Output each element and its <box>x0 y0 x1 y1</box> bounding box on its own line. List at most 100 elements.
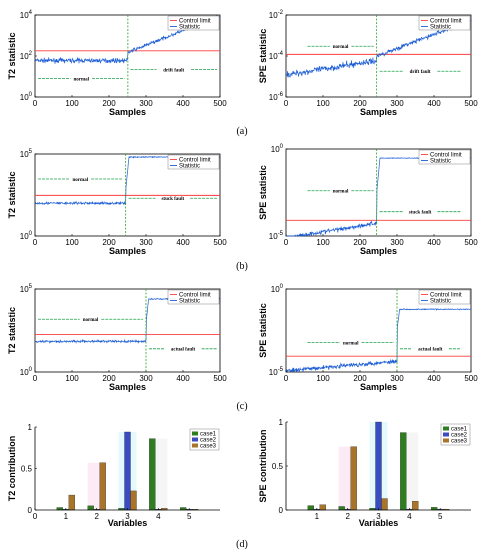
caption-c: (c) <box>236 401 247 412</box>
y-tick-label: 0 <box>28 506 33 515</box>
legend-label-statistic: Statistic <box>430 25 451 31</box>
chart-d-right: 1 2 3 4 5 0 0.5 1 Variables SPE contribution case1… <box>258 418 471 528</box>
x-tick-label: 200 <box>102 374 116 383</box>
x-tick-label: 100 <box>316 238 330 247</box>
legend-swatch-case3 <box>443 438 449 443</box>
legend-box <box>167 289 220 305</box>
legend-label-case3: case3 <box>451 439 468 445</box>
x-tick-label: 500 <box>213 99 227 108</box>
x-tick-label: 500 <box>464 374 478 383</box>
x-axis-label: Samples <box>109 107 146 117</box>
y-tick-label: 105 <box>20 284 33 294</box>
annotation-label: drift fault <box>163 68 184 73</box>
statistic-series-line <box>286 19 472 78</box>
y-tick-label: 10-4 <box>269 51 284 61</box>
y-axis-label: SPE statistic <box>258 165 268 220</box>
bar-case1-var2 <box>338 506 345 511</box>
x-tick-label: 500 <box>464 238 478 247</box>
statistic-series-line <box>286 307 472 373</box>
legend-label-case2: case2 <box>200 438 217 444</box>
y-axis-label: SPE statistic <box>258 29 268 84</box>
legend-swatch-case1 <box>192 431 198 436</box>
x-tick-label: 200 <box>102 238 116 247</box>
legend-label-case2: case2 <box>451 433 468 439</box>
caption-b: (b) <box>236 261 248 272</box>
legend-swatch-case2 <box>192 437 198 442</box>
annotation-label: normal <box>333 190 349 195</box>
annotation-label: actual fault <box>171 348 196 353</box>
y-tick-label: 100 <box>271 284 284 294</box>
y-tick-label: 0.5 <box>21 465 33 474</box>
x-tick-label: 200 <box>353 99 367 108</box>
x-tick-label: 200 <box>353 238 367 247</box>
y-axis-label: SPE statistic <box>258 303 268 358</box>
x-tick-label: 400 <box>176 238 190 247</box>
x-tick-label: 2 <box>94 512 99 521</box>
y-axis-label: SPE contribution <box>258 430 268 503</box>
x-tick-label: 0 <box>284 99 289 108</box>
y-tick-label: 100 <box>20 367 33 377</box>
bar-case3-var3 <box>130 490 137 511</box>
chart-a-right: 0 100 200 300 400 500 10-6 10-4 10-2 Samples SPE s… <box>258 10 478 117</box>
bar-case1-var4 <box>400 432 407 511</box>
annotation-label: stuck fault <box>161 197 184 202</box>
y-tick-label: 102 <box>20 51 33 61</box>
x-tick-label: 100 <box>65 99 79 108</box>
chart-c-right: 0 100 200 300 400 500 10-5 100 Samples SPE statis… <box>258 284 478 392</box>
legend-box <box>167 15 220 31</box>
legend-label-statistic: Statistic <box>430 299 451 305</box>
bar-case1-var2 <box>87 505 94 511</box>
legend-label-statistic: Statistic <box>179 25 200 31</box>
x-axis-label: Samples <box>360 246 397 256</box>
y-tick-label: 104 <box>20 10 33 20</box>
legend-swatch-case1 <box>443 426 449 431</box>
y-tick-label: 100 <box>20 92 33 102</box>
x-tick-label: 0 <box>33 238 38 247</box>
x-tick-label: 300 <box>390 99 404 108</box>
annotation-label: actual fault <box>418 348 443 353</box>
annotation-label: normal <box>83 318 99 323</box>
bar-case3-var2 <box>99 462 106 511</box>
annotation-label: normal <box>333 45 349 50</box>
annotation-label: normal <box>73 77 89 82</box>
bar-case3-var2 <box>350 446 357 511</box>
caption-a: (a) <box>236 126 247 137</box>
bar-case2-var3 <box>375 421 382 511</box>
y-tick-label: 10-2 <box>269 10 284 20</box>
x-tick-label: 0 <box>284 238 289 247</box>
legend-swatch-case3 <box>192 443 198 448</box>
x-tick-label: 300 <box>139 374 153 383</box>
x-tick-label: 3 <box>376 512 381 521</box>
x-tick-label: 5 <box>438 512 443 521</box>
y-axis-label: T2 contribution <box>7 436 17 502</box>
x-tick-label: 4 <box>407 512 412 521</box>
x-axis-label: Samples <box>109 382 146 392</box>
legend-box <box>167 154 220 170</box>
legend-box <box>418 289 471 305</box>
legend-label-case3: case3 <box>200 444 217 450</box>
x-tick-label: 300 <box>390 374 404 383</box>
x-tick-label: 2 <box>345 512 350 521</box>
x-tick-label: 0 <box>33 374 38 383</box>
x-tick-label: 5 <box>187 512 192 521</box>
legend-label-control-limit: Control limit <box>179 293 211 299</box>
x-tick-label: 500 <box>213 238 227 247</box>
y-tick-label: 10-5 <box>269 367 284 377</box>
x-tick-label: 400 <box>176 374 190 383</box>
x-tick-label: 100 <box>65 238 79 247</box>
bar-case1-var1 <box>307 505 314 511</box>
chart-b-right: 0 100 200 300 400 500 10-5 100 Samples SPE statis… <box>258 144 478 256</box>
bar-case3-var1 <box>68 494 75 511</box>
y-axis-label: T2 statistic <box>7 307 17 354</box>
x-axis-label: Variables <box>359 518 399 528</box>
legend-label-control-limit: Control limit <box>179 158 211 164</box>
x-tick-label: 0 <box>33 99 38 108</box>
caption-d: (d) <box>236 539 248 550</box>
legend-label-control-limit: Control limit <box>430 293 462 299</box>
bar-case2-var3 <box>124 431 131 511</box>
